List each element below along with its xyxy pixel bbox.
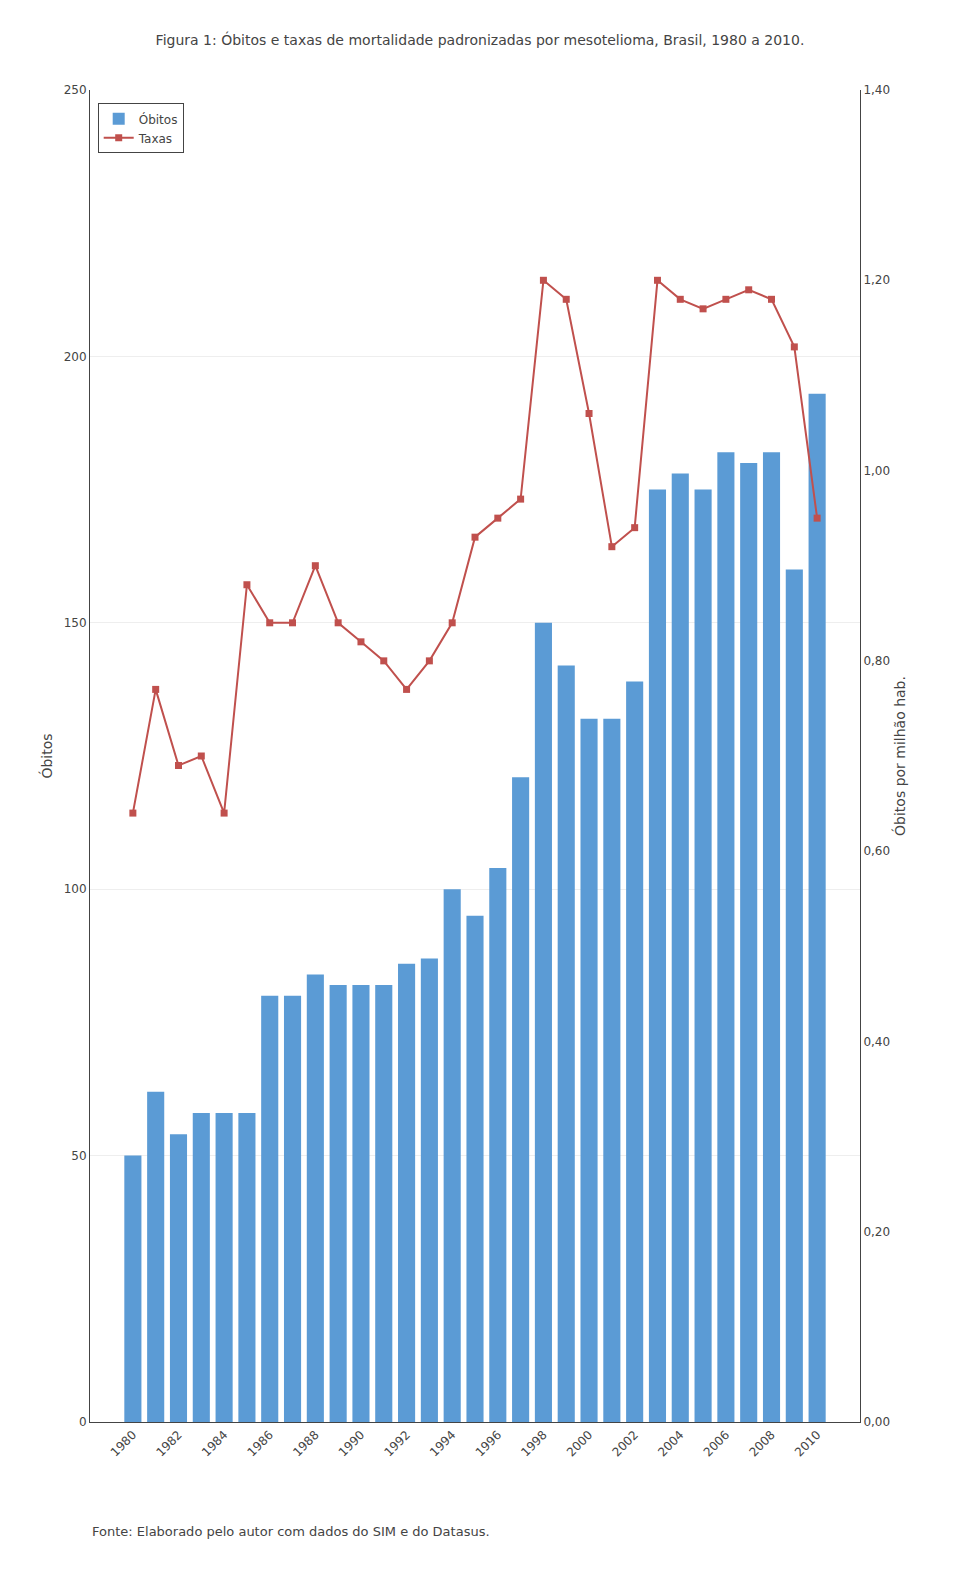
- svg-text:150: 150: [64, 616, 87, 630]
- svg-text:Óbitos: Óbitos: [139, 112, 178, 127]
- svg-text:Óbitos por milhão hab.: Óbitos por milhão hab.: [891, 676, 908, 836]
- svg-text:1988: 1988: [290, 1428, 321, 1459]
- svg-text:Taxas: Taxas: [138, 132, 172, 146]
- svg-text:2000: 2000: [564, 1428, 595, 1459]
- svg-text:0,80: 0,80: [863, 654, 890, 668]
- svg-text:1996: 1996: [473, 1428, 504, 1459]
- svg-text:200: 200: [64, 350, 87, 364]
- svg-text:2008: 2008: [746, 1428, 777, 1459]
- svg-text:1994: 1994: [427, 1428, 458, 1459]
- svg-text:Figura 1: Óbitos e taxas de mo: Figura 1: Óbitos e taxas de mortalidade …: [156, 31, 805, 48]
- svg-text:1986: 1986: [245, 1428, 276, 1459]
- svg-text:1,40: 1,40: [863, 83, 890, 97]
- svg-text:2006: 2006: [701, 1428, 732, 1459]
- svg-text:Óbitos: Óbitos: [38, 733, 55, 778]
- svg-text:2002: 2002: [610, 1428, 641, 1459]
- svg-text:0,60: 0,60: [863, 844, 890, 858]
- svg-text:0,40: 0,40: [863, 1035, 890, 1049]
- svg-text:0,20: 0,20: [863, 1225, 890, 1239]
- svg-text:100: 100: [64, 882, 87, 896]
- svg-text:50: 50: [71, 1149, 86, 1163]
- svg-text:1998: 1998: [518, 1428, 549, 1459]
- svg-text:1980: 1980: [108, 1428, 139, 1459]
- svg-text:1990: 1990: [336, 1428, 367, 1459]
- svg-text:1984: 1984: [199, 1428, 230, 1459]
- svg-text:2010: 2010: [792, 1428, 823, 1459]
- svg-text:1,00: 1,00: [863, 464, 890, 478]
- svg-text:0: 0: [79, 1415, 87, 1429]
- svg-text:250: 250: [64, 83, 87, 97]
- svg-text:1,20: 1,20: [863, 273, 890, 287]
- svg-text:1992: 1992: [381, 1428, 412, 1459]
- svg-text:1982: 1982: [153, 1428, 184, 1459]
- svg-text:0,00: 0,00: [863, 1415, 890, 1429]
- svg-text:2004: 2004: [655, 1428, 686, 1459]
- svg-text:Fonte: Elaborado pelo autor co: Fonte: Elaborado pelo autor com dados do…: [92, 1524, 490, 1539]
